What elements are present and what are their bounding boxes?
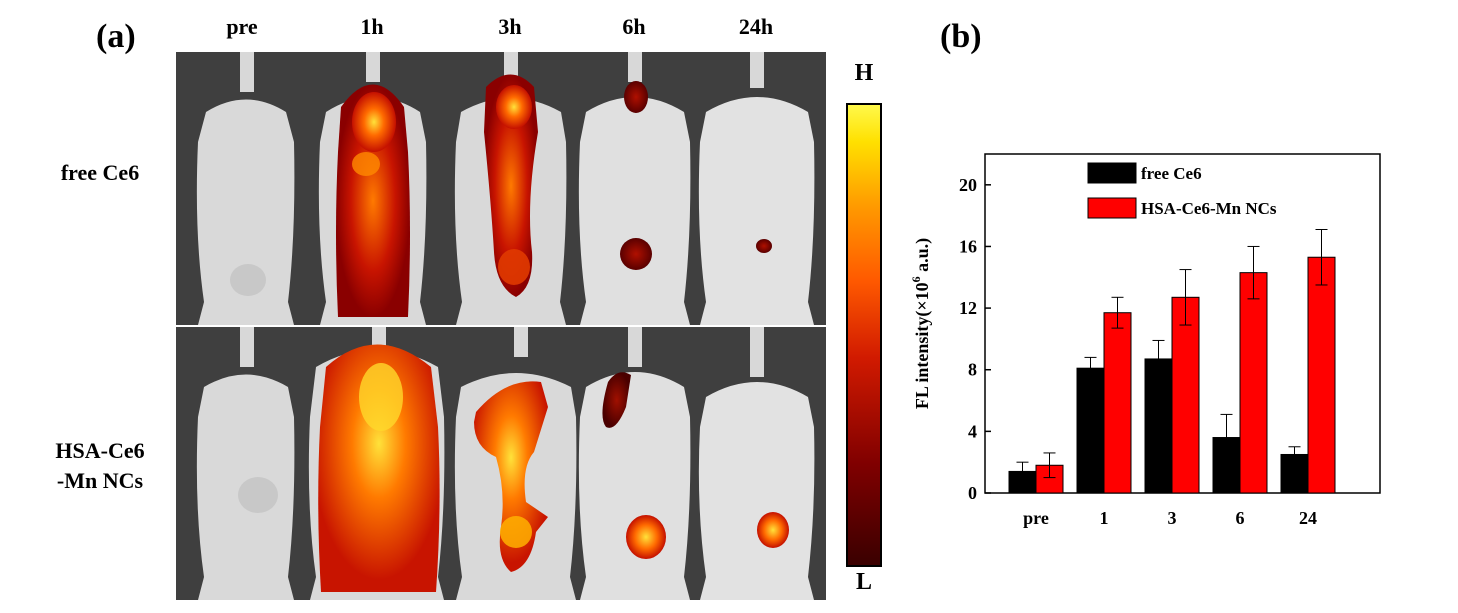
y-tick-label: 0 bbox=[968, 483, 977, 503]
timepoint-label-1h: 1h bbox=[360, 14, 384, 39]
imaging-row-hsa-ce6-mn-ncs bbox=[176, 327, 826, 600]
colorbar bbox=[846, 103, 882, 567]
timepoint-label-3h: 3h bbox=[498, 14, 522, 39]
colorbar-low-label: L bbox=[855, 569, 872, 595]
timepoint-label-24h: 24h bbox=[738, 14, 774, 39]
legend-label: free Ce6 bbox=[1141, 164, 1202, 183]
x-tick-label: 3 bbox=[1168, 508, 1177, 528]
bar-hsa-ce6-mn-ncs bbox=[1103, 312, 1132, 494]
y-tick-label: 8 bbox=[968, 360, 977, 380]
panel-a-label: (a) bbox=[96, 18, 136, 55]
legend-label: HSA-Ce6-Mn NCs bbox=[1141, 199, 1277, 218]
mouse-1h bbox=[308, 327, 445, 600]
y-tick-label: 4 bbox=[968, 421, 977, 441]
y-tick-label: 16 bbox=[959, 236, 977, 256]
legend-swatch bbox=[1087, 197, 1137, 219]
mouse-1h bbox=[318, 52, 427, 325]
imaging-row-separator bbox=[176, 325, 826, 327]
bar-hsa-ce6-mn-ncs bbox=[1171, 296, 1200, 494]
legend-swatch bbox=[1087, 162, 1137, 184]
y-tick-label: 20 bbox=[959, 175, 977, 195]
mouse-24h bbox=[698, 52, 815, 325]
bar-chart: 0 4 8 12 16 20 FL intensity(×106 a.u.) pre 1 3 6 24… bbox=[909, 153, 1381, 528]
mouse-24h bbox=[698, 327, 815, 600]
row-label-hsa-ce6-mn-ncs: HSA-Ce6 -Mn NCs bbox=[55, 438, 145, 493]
mouse-3h bbox=[454, 327, 577, 600]
mouse-6h bbox=[578, 327, 691, 600]
imaging-row-free-ce6 bbox=[176, 52, 826, 325]
y-tick-label: 12 bbox=[959, 298, 977, 318]
bar-hsa-ce6-mn-ncs bbox=[1307, 256, 1336, 494]
bar-free-ce6 bbox=[1076, 367, 1105, 494]
row-label-free-ce6: free Ce6 bbox=[60, 160, 140, 185]
mouse-pre bbox=[196, 327, 295, 600]
x-tick-label: pre bbox=[1023, 508, 1049, 528]
mouse-3h bbox=[454, 52, 567, 325]
y-axis-label: FL intensity(×106 a.u.) bbox=[909, 238, 933, 409]
x-tick-label: 1 bbox=[1100, 508, 1109, 528]
mouse-pre bbox=[196, 52, 295, 325]
fluorescence-imaging-panel bbox=[176, 52, 826, 600]
colorbar-high-label: H bbox=[854, 60, 874, 86]
mouse-6h bbox=[578, 52, 691, 325]
bar-hsa-ce6-mn-ncs bbox=[1239, 272, 1268, 494]
x-tick-label: 6 bbox=[1236, 508, 1245, 528]
timepoint-label-pre: pre bbox=[226, 14, 258, 39]
panel-b-label: (b) bbox=[940, 18, 982, 55]
x-tick-label: 24 bbox=[1299, 508, 1317, 528]
timepoint-label-6h: 6h bbox=[622, 14, 646, 39]
bar-free-ce6 bbox=[1144, 358, 1173, 494]
